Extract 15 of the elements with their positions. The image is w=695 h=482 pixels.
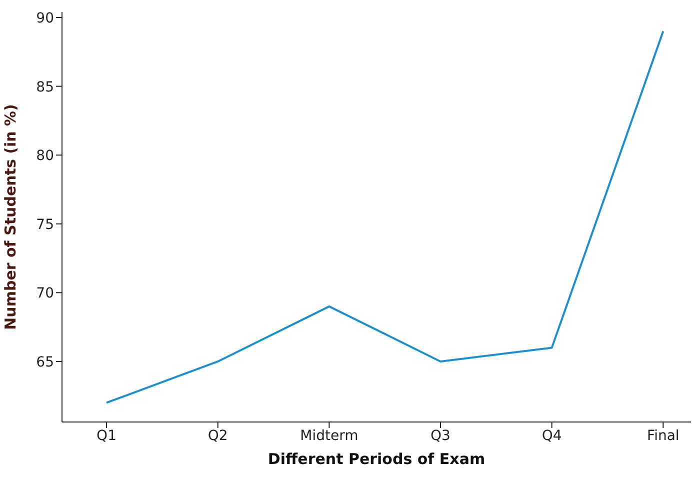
x-tick-label: Midterm bbox=[300, 428, 358, 444]
x-tick-label: Q3 bbox=[430, 428, 450, 444]
x-tick-label: Final bbox=[647, 428, 680, 444]
line-series bbox=[106, 30, 664, 404]
x-tick-label: Q1 bbox=[96, 428, 116, 444]
y-tick-label: 90 bbox=[36, 10, 54, 26]
x-tick-label: Q2 bbox=[208, 428, 228, 444]
y-tick-label: 75 bbox=[36, 216, 54, 233]
y-tick-label: 70 bbox=[36, 286, 54, 302]
y-tick-label: 85 bbox=[36, 79, 54, 96]
y-axis-title: Number of Students (in %) bbox=[1, 104, 20, 330]
y-tick-label: 80 bbox=[36, 148, 54, 164]
x-tick-label: Q4 bbox=[542, 428, 562, 444]
x-axis-title: Different Periods of Exam bbox=[268, 450, 486, 468]
y-tick-label: 65 bbox=[36, 354, 54, 370]
